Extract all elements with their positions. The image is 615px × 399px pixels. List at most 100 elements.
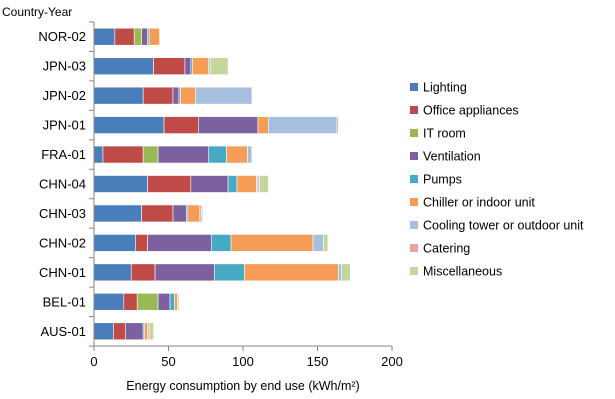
bar-chn-01-lighting — [93, 263, 132, 282]
bar-chn-02-cooling-tower-or-outdoor-unit — [312, 234, 324, 252]
legend-swatch-it-room — [410, 129, 418, 137]
y-tick-label-chn-02: CHN-02 — [39, 235, 86, 250]
bar-chn-02-office-appliances — [135, 234, 148, 252]
bar-aus-01-ventilation — [124, 322, 144, 341]
bar-chn-02-miscellaneous — [323, 234, 329, 252]
bar-chn-03-miscellaneous — [200, 204, 204, 223]
bar-jpn-03-lighting — [93, 57, 154, 75]
legend-item-cooling-tower-or-outdoor-unit: Cooling tower or outdoor unit — [410, 219, 584, 233]
legend-swatch-office-appliances — [410, 106, 418, 114]
y-tick-label-jpn-01: JPN-01 — [43, 118, 86, 133]
legend-label-catering: Catering — [423, 242, 470, 256]
bar-chn-04-office-appliances — [147, 175, 192, 193]
bar-jpn-02-ventilation — [172, 86, 180, 105]
legend-item-it-room: IT room — [410, 127, 466, 141]
legend-swatch-ventilation — [410, 152, 418, 160]
bar-chn-02-ventilation — [147, 234, 213, 252]
legend-label-ventilation: Ventilation — [423, 150, 481, 164]
y-tick-label-chn-04: CHN-04 — [39, 177, 86, 192]
bar-nor-02-lighting — [93, 27, 116, 46]
y-axis-title: Country-Year — [2, 5, 72, 19]
bar-chn-01-ventilation — [154, 263, 215, 282]
bar-nor-02-office-appliances — [114, 27, 135, 46]
y-tick-label-jpn-03: JPN-03 — [43, 59, 86, 74]
bar-chn-03-chiller-or-indoor-unit — [187, 204, 201, 223]
bar-fra-01-chiller-or-indoor-unit — [226, 145, 248, 164]
bar-fra-01-ventilation — [157, 145, 210, 164]
legend-item-office-appliances: Office appliances — [410, 104, 519, 118]
bar-aus-01-lighting — [93, 322, 114, 341]
legend-swatch-cooling-tower-or-outdoor-unit — [410, 221, 418, 229]
bar-fra-01-lighting — [93, 145, 104, 164]
y-tick-label-chn-03: CHN-03 — [39, 206, 86, 221]
legend-label-it-room: IT room — [423, 127, 466, 141]
bar-bel-01-it-room — [136, 293, 159, 311]
axes-layer: NOR-02 JPN-03 JPN-02 JPN-01 FRA-01 CHN-04 CHN-… — [38, 21, 403, 369]
bar-bel-01-pumps — [169, 293, 175, 311]
legend-swatch-pumps — [410, 175, 418, 183]
legend-label-chiller-or-indoor-unit: Chiller or indoor unit — [423, 196, 535, 210]
x-tick-label-200: 200 — [381, 354, 403, 369]
bar-chn-03-ventilation — [172, 204, 187, 223]
bar-chn-01-miscellaneous — [341, 263, 351, 282]
bar-chn-01-chiller-or-indoor-unit — [244, 263, 339, 282]
bar-jpn-01-lighting — [93, 116, 165, 134]
bar-bel-01-lighting — [93, 293, 125, 311]
bar-jpn-01-catering — [336, 116, 339, 134]
bar-nor-02-ventilation — [141, 27, 148, 46]
bar-jpn-02-chiller-or-indoor-unit — [180, 86, 196, 105]
x-tick-label-0: 0 — [90, 354, 97, 369]
bar-chn-03-lighting — [93, 204, 142, 223]
bar-jpn-02-office-appliances — [142, 86, 174, 105]
bar-chn-01-cooling-tower-or-outdoor-unit — [338, 263, 342, 282]
bar-bel-01-chiller-or-indoor-unit — [174, 293, 178, 311]
bar-jpn-03-chiller-or-indoor-unit — [192, 57, 210, 75]
bar-chn-03-office-appliances — [141, 204, 174, 223]
x-tick-label-100: 100 — [232, 354, 254, 369]
bar-bel-01-ventilation — [157, 293, 171, 311]
legend-item-ventilation: Ventilation — [410, 150, 481, 164]
bar-nor-02-chiller-or-indoor-unit — [148, 27, 160, 46]
legend-item-chiller-or-indoor-unit: Chiller or indoor unit — [410, 196, 535, 210]
bar-jpn-01-office-appliances — [163, 116, 199, 134]
x-tick-label-150: 150 — [307, 354, 329, 369]
bar-jpn-02-lighting — [93, 86, 144, 105]
bar-chn-04-chiller-or-indoor-unit — [236, 175, 257, 193]
bar-nor-02-it-room — [133, 27, 142, 46]
bar-jpn-03-miscellaneous — [209, 57, 229, 75]
y-tick-label-bel-01: BEL-01 — [43, 294, 86, 309]
bar-chn-04-lighting — [93, 175, 148, 193]
legend-item-pumps: Pumps — [410, 173, 462, 187]
legend-item-lighting: Lighting — [410, 81, 467, 95]
bar-fra-01-office-appliances — [102, 145, 144, 164]
bar-fra-01-cooling-tower-or-outdoor-unit — [247, 145, 253, 164]
legend-label-miscellaneous: Miscellaneous — [423, 265, 502, 279]
bar-jpn-01-chiller-or-indoor-unit — [257, 116, 269, 134]
bar-bel-01-miscellaneous — [177, 293, 180, 311]
legend-swatch-miscellaneous — [410, 267, 418, 275]
bar-fra-01-pumps — [208, 145, 227, 164]
bar-aus-01-miscellaneous — [148, 322, 154, 341]
bar-jpn-03-ventilation — [184, 57, 192, 75]
bar-jpn-01-ventilation — [198, 116, 259, 134]
bar-fra-01-it-room — [142, 145, 159, 164]
bar-aus-01-chiller-or-indoor-unit — [144, 322, 148, 341]
bar-chn-04-ventilation — [190, 175, 229, 193]
bar-aus-01-office-appliances — [113, 322, 126, 341]
bar-chn-04-miscellaneous — [259, 175, 269, 193]
bar-bel-01-office-appliances — [123, 293, 138, 311]
bar-chn-02-pumps — [211, 234, 232, 252]
bar-jpn-01-cooling-tower-or-outdoor-unit — [268, 116, 338, 134]
bar-chn-04-pumps — [227, 175, 238, 193]
legend: Lighting Office appliances IT room Ventilat… — [410, 81, 584, 279]
legend-swatch-catering — [410, 244, 418, 252]
legend-item-catering: Catering — [410, 242, 470, 256]
bar-chn-01-pumps — [214, 263, 245, 282]
bar-jpn-02-cooling-tower-or-outdoor-unit — [195, 86, 253, 105]
y-tick-label-chn-01: CHN-01 — [39, 265, 86, 280]
bar-chn-02-lighting — [93, 234, 137, 252]
legend-item-miscellaneous: Miscellaneous — [410, 265, 502, 279]
bar-jpn-03-office-appliances — [153, 57, 186, 75]
